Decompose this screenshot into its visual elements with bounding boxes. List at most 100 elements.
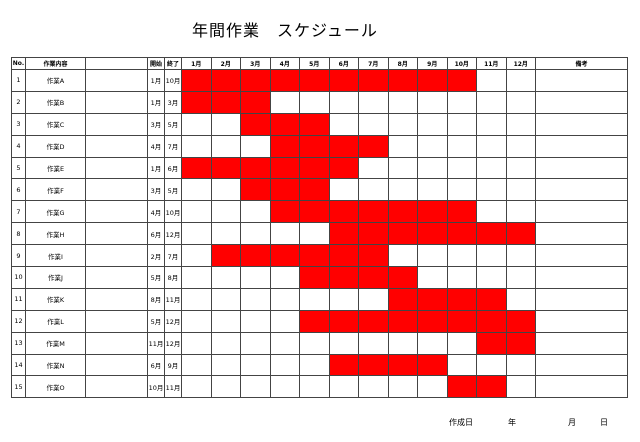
header-month: 8月 xyxy=(387,57,418,70)
month-cell xyxy=(210,134,241,158)
month-cell-active xyxy=(240,244,271,268)
task-name: 作業I xyxy=(25,244,86,268)
month-cell-active xyxy=(328,222,359,246)
month-cell xyxy=(358,156,389,180)
end-month: 9月 xyxy=(164,353,182,377)
start-month: 1月 xyxy=(147,90,165,114)
month-cell-active xyxy=(240,90,271,114)
month-cell-active xyxy=(299,112,330,136)
start-month: 2月 xyxy=(147,244,165,268)
month-cell xyxy=(417,266,448,289)
month-cell xyxy=(240,353,271,377)
row-no: 13 xyxy=(11,331,26,355)
start-month: 5月 xyxy=(147,266,165,289)
month-cell-active xyxy=(240,69,271,92)
month-cell xyxy=(269,90,300,114)
row-no: 14 xyxy=(11,353,26,377)
month-cell xyxy=(328,90,359,114)
remarks-cell xyxy=(535,375,628,399)
month-cell xyxy=(417,112,448,136)
header-month: 11月 xyxy=(476,57,507,70)
month-cell xyxy=(210,222,241,246)
task-name: 作業C xyxy=(25,112,86,136)
month-cell-active xyxy=(328,309,359,333)
month-cell xyxy=(505,353,536,377)
month-cell-active xyxy=(446,287,477,311)
month-cell xyxy=(446,178,477,202)
header-month: 12月 xyxy=(505,57,536,70)
month-cell xyxy=(240,222,271,246)
header-month: 10月 xyxy=(446,57,477,70)
start-month: 4月 xyxy=(147,134,165,158)
month-cell xyxy=(476,69,507,92)
month-cell xyxy=(476,266,507,289)
month-cell xyxy=(240,309,271,333)
month-cell xyxy=(358,112,389,136)
month-cell-active xyxy=(387,309,418,333)
row-no: 1 xyxy=(11,69,26,92)
month-cell xyxy=(476,156,507,180)
task-name: 作業A xyxy=(25,69,86,92)
month-cell-active xyxy=(476,375,507,399)
row-no: 15 xyxy=(11,375,26,399)
month-cell xyxy=(328,112,359,136)
remarks-cell xyxy=(535,69,628,92)
month-cell xyxy=(387,331,418,355)
month-cell-active xyxy=(299,309,330,333)
month-cell xyxy=(417,134,448,158)
month-cell xyxy=(240,375,271,399)
month-cell-active xyxy=(240,178,271,202)
remarks-cell xyxy=(535,134,628,158)
month-cell xyxy=(358,178,389,202)
month-cell xyxy=(505,134,536,158)
month-cell xyxy=(181,266,212,289)
table-row: 13 作業M 11月 12月 xyxy=(11,331,628,355)
month-cell-active xyxy=(299,178,330,202)
month-cell xyxy=(299,353,330,377)
month-cell xyxy=(505,90,536,114)
month-cell xyxy=(505,178,536,202)
month-cell xyxy=(210,353,241,377)
table-header-row: No. 作業内容 開始 終了 1月 2月 3月 4月 5月 6月 7月 8月 9… xyxy=(11,57,628,70)
month-cell xyxy=(476,134,507,158)
header-month: 2月 xyxy=(210,57,241,70)
month-cell xyxy=(328,178,359,202)
month-cell-active xyxy=(210,90,241,114)
task-name: 作業M xyxy=(25,331,86,355)
month-cell xyxy=(476,90,507,114)
month-cell-active xyxy=(417,287,448,311)
header-month: 3月 xyxy=(240,57,271,70)
month-cell xyxy=(181,353,212,377)
month-cell-active xyxy=(269,156,300,180)
month-cell-active xyxy=(328,353,359,377)
task-name: 作業K xyxy=(25,287,86,311)
month-cell-active xyxy=(299,244,330,268)
table-row: 4 作業D 4月 7月 xyxy=(11,134,628,158)
row-no: 9 xyxy=(11,244,26,268)
month-cell-active xyxy=(387,200,418,224)
month-cell xyxy=(181,134,212,158)
month-cell-active xyxy=(328,156,359,180)
month-cell xyxy=(210,331,241,355)
month-label: 月 xyxy=(568,418,576,427)
month-cell-active xyxy=(387,287,418,311)
remarks-cell xyxy=(535,200,628,224)
row-no: 2 xyxy=(11,90,26,114)
month-cell xyxy=(387,134,418,158)
month-cell xyxy=(240,287,271,311)
task-name: 作業J xyxy=(25,266,86,289)
table-row: 15 作業O 10月 11月 xyxy=(11,375,628,399)
task-name: 作業L xyxy=(25,309,86,333)
month-cell xyxy=(476,200,507,224)
month-cell xyxy=(269,353,300,377)
month-cell xyxy=(269,266,300,289)
start-month: 5月 xyxy=(147,309,165,333)
row-no: 7 xyxy=(11,200,26,224)
row-no: 8 xyxy=(11,222,26,246)
month-cell-active xyxy=(181,90,212,114)
month-cell-active xyxy=(358,309,389,333)
month-cell xyxy=(476,244,507,268)
month-cell-active xyxy=(299,200,330,224)
end-month: 3月 xyxy=(164,90,182,114)
month-cell-active xyxy=(181,156,212,180)
